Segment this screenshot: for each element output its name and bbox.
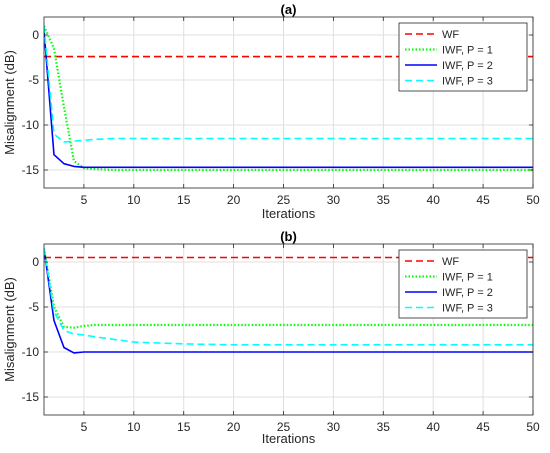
x-tick-label: 15 <box>177 193 191 207</box>
x-tick-label: 40 <box>427 420 441 434</box>
chart-title: (b) <box>280 229 297 244</box>
legend-entry: IWF, P = 1 <box>442 45 493 57</box>
legend: WF IWF, P = 1 IWF, P = 2 IWF, P = 3 <box>398 22 528 92</box>
y-tick-label: -10 <box>22 118 40 132</box>
x-tick-label: 5 <box>81 420 88 434</box>
legend-entry: IWF, P = 2 <box>442 60 493 72</box>
chart-panel-a: 5 10 15 20 25 30 35 40 45 50 0 -5 -10 -15 (a) Iteration… <box>2 2 540 221</box>
x-tick-label: 50 <box>526 193 540 207</box>
y-axis-label: Misalignment (dB) <box>2 277 17 382</box>
series-line <box>44 25 533 143</box>
series-line <box>44 30 533 169</box>
x-axis-label: Iterations <box>262 431 316 446</box>
x-tick-label: 20 <box>227 193 241 207</box>
legend-entry: IWF, P = 3 <box>442 76 493 88</box>
x-tick-label: 40 <box>427 193 441 207</box>
legend-entry: WF <box>442 256 459 268</box>
x-axis-label: Iterations <box>262 206 316 221</box>
legend-entry: IWF, P = 1 <box>442 272 493 284</box>
legend-entry: IWF, P = 3 <box>442 303 493 315</box>
x-tick-label: 35 <box>377 420 391 434</box>
axes-box <box>43 243 534 416</box>
series-line <box>44 248 533 346</box>
legend-entry: IWF, P = 2 <box>442 287 493 299</box>
chart-title: (a) <box>281 2 297 17</box>
x-tick-label: 45 <box>476 193 490 207</box>
x-tick-label: 25 <box>277 193 291 207</box>
y-tick-label: -10 <box>22 345 40 359</box>
x-tick-label: 45 <box>476 420 490 434</box>
y-tick-label: -15 <box>22 390 40 404</box>
x-tick-label: 10 <box>127 420 141 434</box>
x-tick-label: 25 <box>277 420 291 434</box>
series-line <box>44 248 533 354</box>
x-tick-label: 15 <box>177 420 191 434</box>
axes-box <box>43 16 534 189</box>
y-axis-label: Misalignment (dB) <box>2 50 17 155</box>
x-tick-label: 30 <box>327 420 341 434</box>
x-tick-label: 5 <box>81 193 88 207</box>
x-tick-label: 30 <box>327 193 341 207</box>
y-tick-label: -5 <box>28 73 39 87</box>
y-tick-label: 0 <box>32 28 39 42</box>
series-line <box>44 25 533 172</box>
series-line <box>44 248 533 329</box>
x-tick-label: 50 <box>526 420 540 434</box>
x-tick-label: 20 <box>227 420 241 434</box>
x-tick-label: 35 <box>377 193 391 207</box>
chart-panel-b: 5 10 15 20 25 30 35 40 45 50 0 -5 -10 -15 (b) Iteration… <box>2 229 540 446</box>
y-tick-label: -15 <box>22 163 40 177</box>
y-tick-label: 0 <box>32 255 39 269</box>
y-tick-label: -5 <box>28 300 39 314</box>
legend-entry: WF <box>442 29 459 41</box>
legend: WF IWF, P = 1 IWF, P = 2 IWF, P = 3 <box>398 249 528 319</box>
x-tick-label: 10 <box>127 193 141 207</box>
